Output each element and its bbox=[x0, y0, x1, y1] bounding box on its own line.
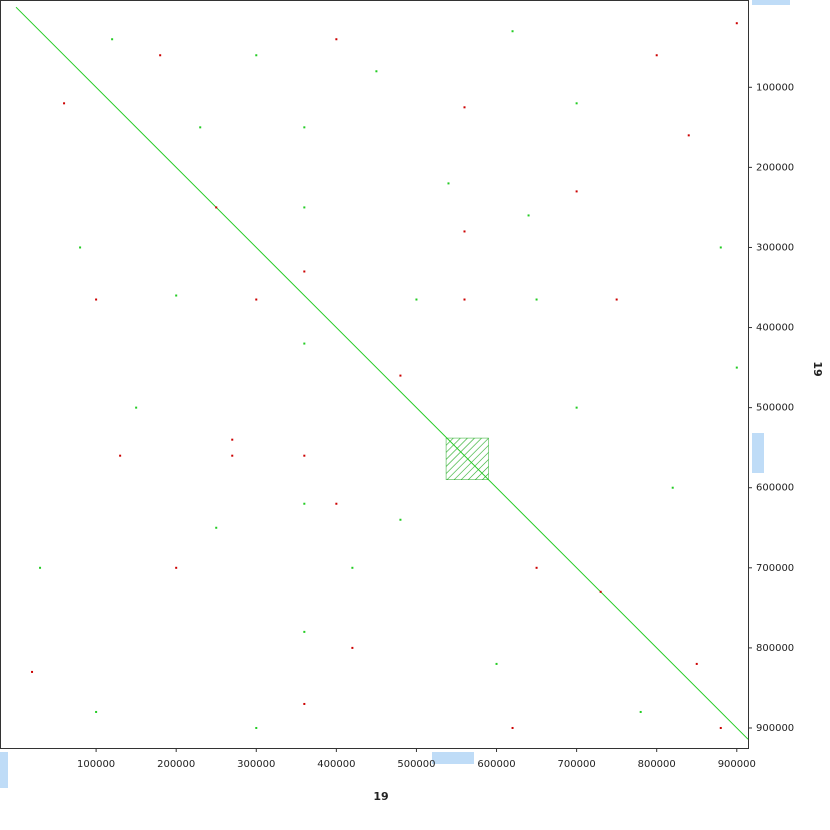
forward-match bbox=[135, 406, 138, 409]
reverse-match bbox=[255, 298, 258, 301]
forward-match bbox=[111, 38, 114, 41]
x-tick-label: 400000 bbox=[317, 759, 355, 770]
reverse-match bbox=[335, 38, 338, 41]
forward-match bbox=[719, 246, 722, 249]
forward-match bbox=[575, 102, 578, 105]
forward-match bbox=[511, 30, 514, 33]
forward-match bbox=[255, 54, 258, 57]
x-tick-label: 800000 bbox=[638, 759, 676, 770]
forward-match bbox=[447, 182, 450, 185]
x-tick-label: 500000 bbox=[397, 759, 435, 770]
reverse-match bbox=[63, 102, 66, 105]
y-tick-label: 400000 bbox=[756, 323, 794, 334]
forward-match bbox=[399, 518, 402, 521]
forward-match bbox=[527, 214, 530, 217]
forward-match bbox=[375, 70, 378, 73]
x-tick-label: 600000 bbox=[477, 759, 515, 770]
reverse-match bbox=[119, 454, 122, 457]
reverse-match bbox=[687, 134, 690, 137]
reverse-match bbox=[231, 454, 234, 457]
reverse-match bbox=[95, 298, 98, 301]
x-tick-label: 700000 bbox=[558, 759, 596, 770]
x-tick-label: 300000 bbox=[237, 759, 275, 770]
forward-match bbox=[535, 298, 538, 301]
forward-match bbox=[95, 710, 98, 713]
y-tick-label: 100000 bbox=[756, 82, 794, 93]
forward-match bbox=[671, 486, 674, 489]
forward-match bbox=[303, 502, 306, 505]
y-tick-label: 600000 bbox=[756, 483, 794, 494]
coverage-bar bbox=[432, 752, 474, 764]
forward-match bbox=[303, 206, 306, 209]
x-axis-label: 19 bbox=[373, 790, 388, 803]
forward-match bbox=[255, 726, 258, 729]
reverse-match bbox=[599, 590, 602, 593]
y-tick-label: 800000 bbox=[756, 643, 794, 654]
y-tick-label: 700000 bbox=[756, 563, 794, 574]
forward-match bbox=[495, 662, 498, 665]
coverage-bar bbox=[752, 433, 764, 473]
forward-match bbox=[215, 526, 218, 529]
reverse-match bbox=[159, 54, 162, 57]
forward-match bbox=[79, 246, 82, 249]
coverage-bar bbox=[752, 0, 790, 5]
reverse-match bbox=[175, 566, 178, 569]
forward-match bbox=[175, 294, 178, 297]
x-tick-label: 200000 bbox=[157, 759, 195, 770]
reverse-match bbox=[463, 106, 466, 109]
y-tick-label: 200000 bbox=[756, 162, 794, 173]
x-tick-label: 100000 bbox=[77, 759, 115, 770]
reverse-match bbox=[31, 670, 34, 673]
reverse-match bbox=[615, 298, 618, 301]
reverse-match bbox=[463, 230, 466, 233]
reverse-match bbox=[231, 438, 234, 441]
reverse-match bbox=[575, 190, 578, 193]
forward-match bbox=[351, 566, 354, 569]
reverse-match bbox=[655, 54, 658, 57]
reverse-match bbox=[735, 22, 738, 25]
reverse-match bbox=[303, 270, 306, 273]
reverse-match bbox=[463, 298, 466, 301]
y-axis-label: 19 bbox=[811, 361, 824, 376]
forward-match bbox=[575, 406, 578, 409]
forward-match bbox=[639, 710, 642, 713]
x-tick-label: 900000 bbox=[718, 759, 756, 770]
reverse-match bbox=[535, 566, 538, 569]
coverage-bar bbox=[0, 752, 8, 788]
reverse-match bbox=[511, 726, 514, 729]
forward-match bbox=[303, 342, 306, 345]
y-tick-label: 300000 bbox=[756, 242, 794, 253]
reverse-match bbox=[695, 662, 698, 665]
reverse-match bbox=[399, 374, 402, 377]
reverse-match bbox=[215, 206, 218, 209]
reverse-match bbox=[303, 454, 306, 457]
reverse-match bbox=[719, 726, 722, 729]
reverse-match bbox=[335, 502, 338, 505]
forward-match bbox=[39, 566, 42, 569]
y-tick-label: 500000 bbox=[756, 403, 794, 414]
reverse-match bbox=[351, 646, 354, 649]
forward-match bbox=[735, 366, 738, 369]
forward-match bbox=[303, 126, 306, 129]
self-diagonal bbox=[15, 6, 749, 740]
y-tick-label: 900000 bbox=[756, 723, 794, 734]
forward-match bbox=[199, 126, 202, 129]
plot-frame bbox=[0, 0, 749, 749]
reverse-match bbox=[303, 702, 306, 705]
forward-match bbox=[303, 630, 306, 633]
forward-match bbox=[415, 298, 418, 301]
